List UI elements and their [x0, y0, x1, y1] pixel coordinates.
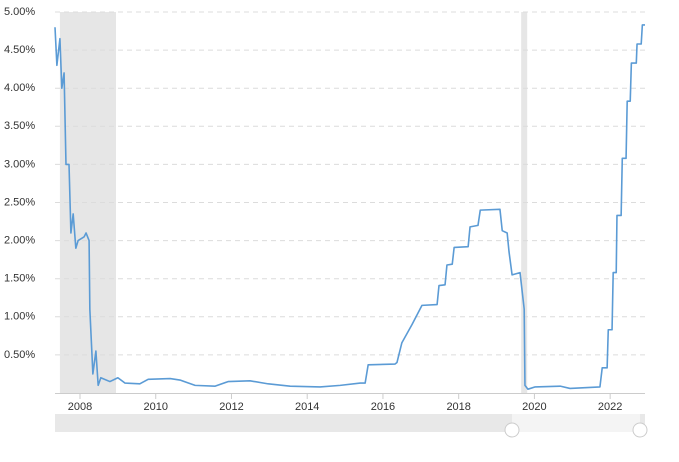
background-layer	[55, 11, 645, 393]
y-tick-label: 4.00%	[4, 82, 35, 94]
x-tick-label: 2012	[219, 401, 243, 413]
navigator-window[interactable]	[512, 414, 640, 432]
x-tick-label: 2008	[68, 401, 92, 413]
x-tick-label: 2018	[446, 401, 470, 413]
y-tick-label: 3.00%	[4, 158, 35, 170]
x-tick-label: 2010	[143, 401, 167, 413]
navigator-handle[interactable]	[504, 422, 520, 438]
y-tick-label: 3.50%	[4, 120, 35, 132]
x-tick-label: 2014	[295, 401, 319, 413]
y-tick-label: 1.00%	[4, 311, 35, 323]
y-tick-label: 4.50%	[4, 44, 35, 56]
y-tick-label: 2.00%	[4, 235, 35, 247]
y-tick-label: 2.50%	[4, 196, 35, 208]
y-tick-label: 5.00%	[4, 6, 35, 18]
y-tick-label: 0.50%	[4, 349, 35, 361]
x-tick-label: 2016	[371, 401, 395, 413]
y-tick-label: 1.50%	[4, 273, 35, 285]
x-tick-label: 2020	[522, 401, 546, 413]
navigator-handle[interactable]	[632, 422, 648, 438]
navigator	[55, 414, 645, 432]
data-line	[54, 24, 645, 390]
x-tick-label: 2022	[598, 401, 622, 413]
